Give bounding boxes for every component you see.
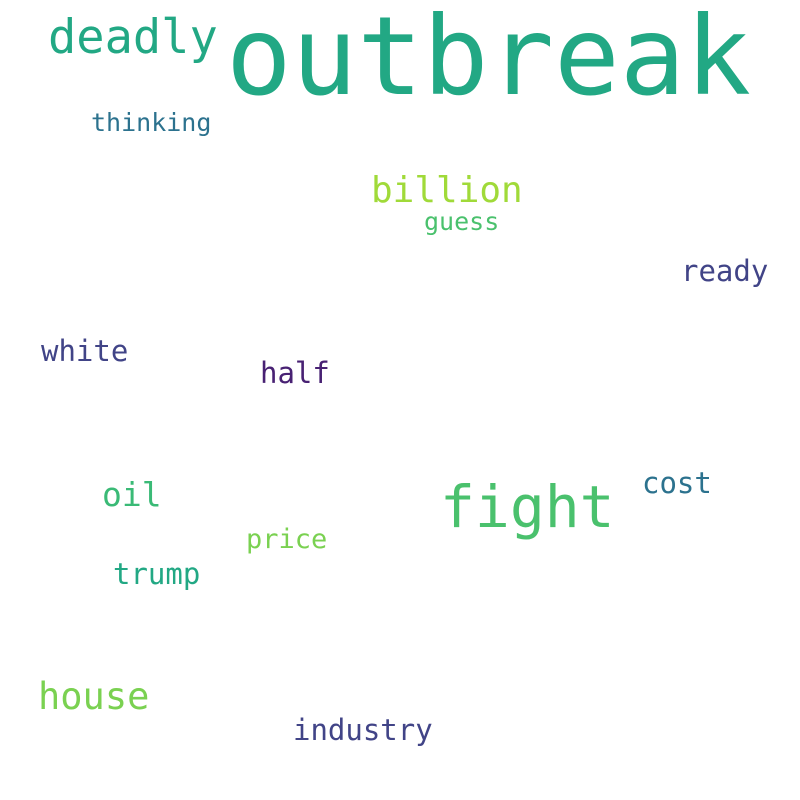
- word-half: half: [260, 356, 330, 390]
- word-price: price: [246, 524, 328, 555]
- word-oil: oil: [102, 475, 162, 514]
- word-thinking: thinking: [91, 108, 212, 137]
- word-house: house: [38, 675, 150, 718]
- word-ready: ready: [681, 254, 769, 288]
- word-fight: fight: [440, 473, 615, 541]
- word-industry: industry: [293, 713, 433, 747]
- word-trump: trump: [113, 557, 201, 591]
- word-cost: cost: [642, 466, 712, 500]
- word-guess: guess: [424, 207, 500, 236]
- word-outbreak: outbreak: [226, 0, 751, 120]
- word-billion: billion: [371, 170, 523, 211]
- word-deadly: deadly: [48, 10, 218, 65]
- word-white: white: [41, 334, 129, 368]
